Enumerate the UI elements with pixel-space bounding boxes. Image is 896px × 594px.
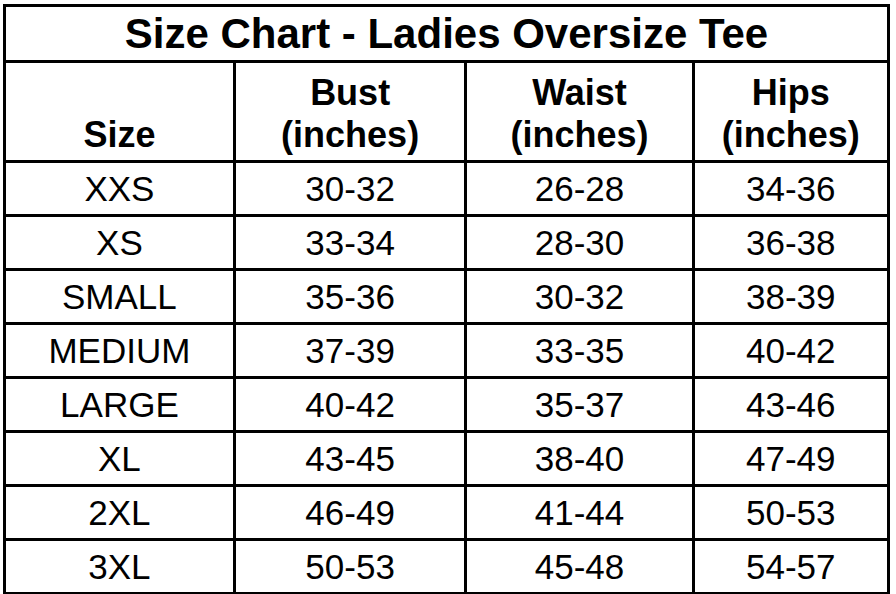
size-cell: LARGE (5, 378, 235, 432)
bust-cell: 37-39 (234, 324, 466, 378)
hips-cell: 38-39 (693, 270, 888, 324)
bust-cell: 40-42 (234, 378, 466, 432)
waist-cell: 45-48 (466, 540, 693, 594)
waist-cell: 30-32 (466, 270, 693, 324)
waist-cell: 28-30 (466, 216, 693, 270)
waist-cell: 38-40 (466, 432, 693, 486)
header-row: Size Bust(inches) Waist(inches) Hips(inc… (5, 62, 889, 162)
table-row-xl: XL 43-45 38-40 47-49 (5, 432, 889, 486)
size-cell: XS (5, 216, 235, 270)
bust-cell: 50-53 (234, 540, 466, 594)
bust-cell: 43-45 (234, 432, 466, 486)
waist-cell: 26-28 (466, 162, 693, 216)
size-cell: SMALL (5, 270, 235, 324)
column-header-bust-line2: (inches) (281, 114, 419, 155)
size-chart-table: Size Chart - Ladies Oversize Tee Size Bu… (3, 4, 890, 594)
waist-cell: 35-37 (466, 378, 693, 432)
table-row-large: LARGE 40-42 35-37 43-46 (5, 378, 889, 432)
column-header-bust: Bust(inches) (234, 62, 466, 162)
hips-cell: 40-42 (693, 324, 888, 378)
chart-title: Size Chart - Ladies Oversize Tee (5, 6, 889, 62)
size-cell: 2XL (5, 486, 235, 540)
hips-cell: 43-46 (693, 378, 888, 432)
column-header-size: Size (5, 62, 235, 162)
bust-cell: 35-36 (234, 270, 466, 324)
table-row-2xl: 2XL 46-49 41-44 50-53 (5, 486, 889, 540)
bust-cell: 46-49 (234, 486, 466, 540)
size-cell: MEDIUM (5, 324, 235, 378)
bust-cell: 30-32 (234, 162, 466, 216)
title-row: Size Chart - Ladies Oversize Tee (5, 6, 889, 62)
column-header-waist-line1: Waist (532, 72, 627, 113)
hips-cell: 54-57 (693, 540, 888, 594)
column-header-hips-line2: (inches) (722, 114, 860, 155)
hips-cell: 34-36 (693, 162, 888, 216)
column-header-waist: Waist(inches) (466, 62, 693, 162)
table-row-small: SMALL 35-36 30-32 38-39 (5, 270, 889, 324)
table-row-medium: MEDIUM 37-39 33-35 40-42 (5, 324, 889, 378)
table-row-xs: XS 33-34 28-30 36-38 (5, 216, 889, 270)
waist-cell: 33-35 (466, 324, 693, 378)
waist-cell: 41-44 (466, 486, 693, 540)
table-row-xxs: XXS 30-32 26-28 34-36 (5, 162, 889, 216)
column-header-bust-line1: Bust (310, 72, 390, 113)
size-chart-page: Size Chart - Ladies Oversize Tee Size Bu… (0, 0, 896, 594)
size-cell: 3XL (5, 540, 235, 594)
hips-cell: 50-53 (693, 486, 888, 540)
table-row-3xl: 3XL 50-53 45-48 54-57 (5, 540, 889, 594)
size-cell: XL (5, 432, 235, 486)
size-cell: XXS (5, 162, 235, 216)
hips-cell: 47-49 (693, 432, 888, 486)
column-header-waist-line2: (inches) (511, 114, 649, 155)
hips-cell: 36-38 (693, 216, 888, 270)
column-header-hips: Hips(inches) (693, 62, 888, 162)
column-header-hips-line1: Hips (752, 72, 830, 113)
bust-cell: 33-34 (234, 216, 466, 270)
